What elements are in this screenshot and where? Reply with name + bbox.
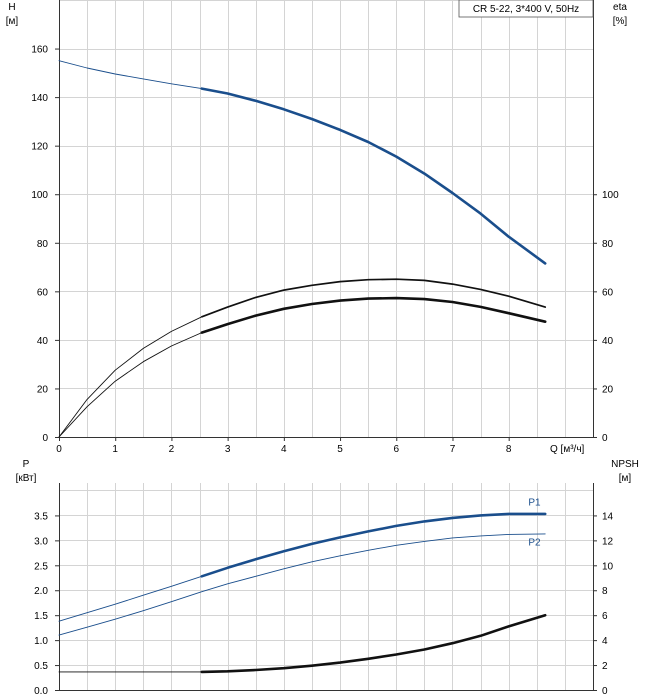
bottom-right-tick-label: 4 (602, 636, 608, 647)
top-axes (59, 0, 594, 438)
bottom-right-tick-label: 2 (602, 661, 608, 672)
x-tick-label: 0 (56, 444, 62, 455)
top-series (58, 60, 547, 438)
top-right-axis-label-line2: [%] (613, 16, 628, 27)
bottom-y-tick-label: 1.0 (34, 636, 48, 647)
top-y-tick-label: 20 (37, 384, 49, 395)
top-y-tick-label: 160 (31, 45, 48, 56)
bottom-y-axis-label-line2: [кВт] (16, 473, 37, 484)
top-series-line-3 (200, 278, 547, 318)
bottom-right-tick-label: 6 (602, 611, 608, 622)
top-y-tick-label: 60 (37, 287, 49, 298)
top-y-tick-label: 120 (31, 142, 48, 153)
top-series-line-1 (200, 87, 547, 265)
bottom-right-tick-label: 0 (602, 686, 608, 697)
bottom-y-axis-label-line1: P (23, 459, 30, 470)
top-y-tick-label: 40 (37, 336, 49, 347)
x-axis-label: Q [м³/ч] (550, 444, 585, 455)
bottom-right-tick-label: 10 (602, 561, 614, 572)
bottom-y-tick-label: 3.0 (34, 536, 48, 547)
bottom-right-tick-label: 8 (602, 586, 608, 597)
series-label-p1: P1 (528, 497, 541, 508)
top-series-line-0 (58, 60, 203, 90)
bottom-y-tick-label: 0.5 (34, 661, 48, 672)
bottom-right-tick-label: 12 (602, 536, 614, 547)
x-tick-label: 5 (337, 444, 343, 455)
x-tick-label: 2 (169, 444, 175, 455)
top-right-tick-label: 0 (602, 433, 608, 444)
top-right-tick-label: 20 (602, 384, 614, 395)
top-right-tick-label: 100 (602, 190, 619, 201)
top-series-line-2 (58, 316, 203, 438)
top-gridlines (59, 0, 593, 437)
top-y-axis-label-line1: H (8, 2, 15, 13)
bottom-series-line-4 (200, 613, 547, 674)
bottom-right-tick-label: 14 (602, 511, 614, 522)
bottom-axes (59, 483, 594, 691)
bottom-right-axis-label-line2: [м] (619, 473, 632, 484)
top-y-tick-label: 100 (31, 190, 48, 201)
x-tick-label: 6 (393, 444, 399, 455)
top-y-tick-label: 0 (42, 433, 48, 444)
bottom-right-axis-label-line1: NPSH (611, 459, 639, 470)
bottom-y-tick-label: 0.0 (34, 686, 48, 697)
chart-title-box (458, 0, 594, 18)
top-series-line-4 (58, 332, 203, 438)
x-tick-label: 8 (506, 444, 512, 455)
top-right-tick-label: 80 (602, 239, 614, 250)
bottom-y-tick-label: 2.0 (34, 586, 48, 597)
top-y-tick-label: 140 (31, 93, 48, 104)
chart-title: CR 5-22, 3*400 V, 50Hz (473, 4, 579, 15)
bottom-series-line-0 (58, 575, 203, 622)
bottom-tick-labels: 0.0 0.5 1.0 1.5 2.0 2.5 3.0 3.5 0 2 4 6 8 10 12 14 (34, 511, 613, 697)
bottom-y-tick-label: 3.5 (34, 511, 48, 522)
bottom-y-tick-label: 1.5 (34, 611, 48, 622)
top-right-tick-label: 60 (602, 287, 614, 298)
x-tick-label: 1 (112, 444, 118, 455)
bottom-series: P1 P2 (58, 497, 547, 674)
x-tick-label: 3 (225, 444, 231, 455)
top-right-tick-label: 40 (602, 336, 614, 347)
top-right-axis-label-line1: eta (613, 2, 627, 13)
top-tick-labels: 0 1 2 3 4 5 6 7 80204060801001201401600204060801… (31, 45, 619, 455)
x-tick-label: 4 (281, 444, 287, 455)
bottom-y-tick-label: 2.5 (34, 561, 48, 572)
top-y-tick-label: 80 (37, 239, 49, 250)
x-tick-label: 7 (450, 444, 456, 455)
bottom-series-line-2 (58, 533, 546, 636)
bottom-series-line-1 (200, 512, 547, 578)
top-y-axis-label-line2: [м] (6, 16, 19, 27)
top-series-line-5 (200, 296, 547, 334)
series-label-p2: P2 (528, 537, 541, 548)
